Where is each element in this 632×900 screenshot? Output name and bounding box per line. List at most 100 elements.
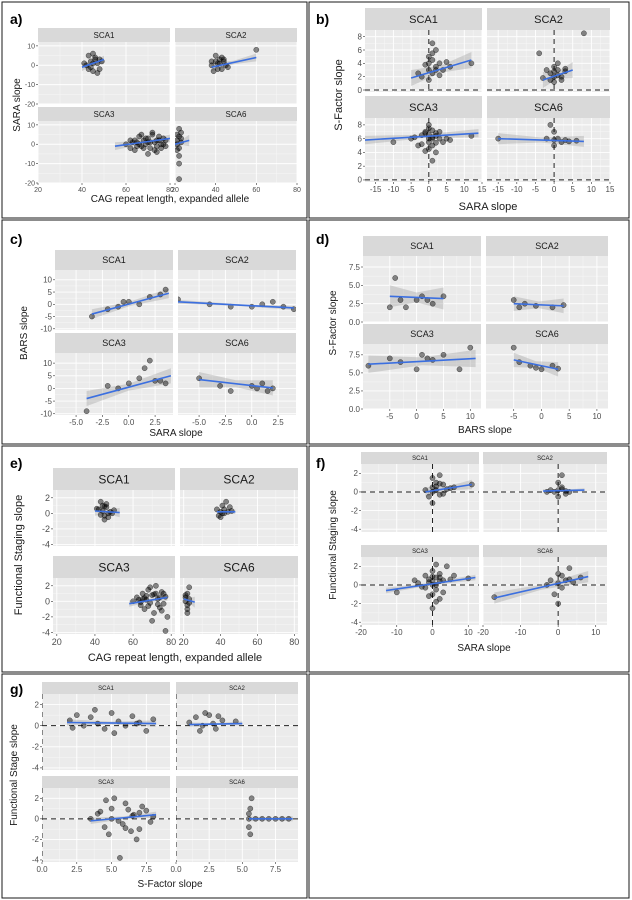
y-tick-label: -10 bbox=[25, 82, 35, 89]
y-tick-label: -2 bbox=[42, 524, 50, 534]
data-point bbox=[178, 135, 184, 142]
regression-line bbox=[211, 56, 257, 68]
x-tick-label: 0.0 bbox=[36, 865, 48, 874]
data-point bbox=[551, 68, 557, 75]
data-point bbox=[140, 145, 147, 151]
facet-sca1: SCA1 0.0 2.5 5.0 7.5 bbox=[349, 236, 481, 327]
data-point bbox=[555, 570, 562, 577]
x-tick-label: -5.0 bbox=[69, 418, 83, 427]
panel-plot-area bbox=[486, 344, 608, 409]
data-point bbox=[97, 808, 104, 815]
x-axis-title: SARA slope bbox=[149, 428, 203, 439]
data-point bbox=[117, 855, 123, 861]
data-point bbox=[210, 68, 217, 74]
data-point bbox=[468, 60, 475, 67]
regression-line bbox=[86, 375, 172, 400]
data-point bbox=[208, 58, 215, 65]
data-point bbox=[433, 47, 439, 53]
data-point bbox=[425, 146, 432, 152]
x-tick-label: 0.0 bbox=[170, 865, 182, 874]
y-tick-label: 0 bbox=[31, 63, 35, 70]
chart-a: a) SCA1 -20 -10 0 10 SCA2 SCA3 -20 -10 0 10 20 40 60 80… bbox=[10, 11, 301, 205]
data-point bbox=[440, 490, 447, 497]
data-point bbox=[456, 366, 463, 373]
y-tick-label: 0.0 bbox=[349, 405, 361, 414]
x-tick-label: 15 bbox=[478, 185, 487, 194]
data-point bbox=[111, 795, 118, 802]
x-tick-label: -5 bbox=[510, 412, 518, 421]
y-tick-label: -5 bbox=[45, 397, 53, 406]
data-point bbox=[426, 493, 432, 500]
x-tick-label: 0 bbox=[414, 412, 419, 421]
facet-sca6: SCA6 -15 -10 -5 0 5 10 15 bbox=[487, 96, 615, 194]
facet-strip bbox=[363, 324, 481, 344]
y-tick-label: -2 bbox=[351, 506, 359, 515]
facet-strip-label: SCA1 bbox=[98, 686, 114, 692]
figure-cell-g bbox=[1, 673, 308, 899]
data-point bbox=[248, 795, 255, 802]
data-point bbox=[197, 728, 203, 734]
x-tick-label: -20 bbox=[477, 628, 489, 637]
panel-label: d) bbox=[316, 231, 329, 247]
regression-line bbox=[81, 58, 105, 68]
data-point bbox=[259, 380, 266, 387]
x-tick-label: 0.0 bbox=[246, 418, 258, 427]
y-tick-label: 10 bbox=[43, 359, 52, 368]
x-tick-label: 0 bbox=[430, 628, 435, 637]
facet-sca6: SCA6 -5.0 -2.5 0.0 2.5 bbox=[178, 333, 296, 427]
x-tick-label: 40 bbox=[212, 187, 220, 194]
y-tick-label: -10 bbox=[40, 410, 52, 419]
data-point bbox=[436, 128, 443, 135]
facet-strip bbox=[53, 468, 175, 490]
facet-strip-label: SCA2 bbox=[225, 255, 249, 265]
data-point bbox=[217, 383, 223, 389]
data-point bbox=[101, 503, 108, 510]
x-tick-label: 5.0 bbox=[237, 865, 249, 874]
figure-cell-empty bbox=[308, 673, 630, 899]
data-point bbox=[433, 149, 439, 156]
regression-line bbox=[175, 139, 190, 146]
x-axis-title: S-Factor slope bbox=[137, 879, 202, 890]
x-tick-label: 60 bbox=[122, 187, 130, 194]
data-point bbox=[150, 716, 157, 723]
y-tick-label: 2 bbox=[358, 162, 363, 171]
data-point bbox=[415, 142, 422, 149]
y-tick-label: 5.0 bbox=[349, 369, 361, 378]
facet-strip-label: SCA3 bbox=[94, 110, 115, 119]
data-point bbox=[83, 408, 90, 415]
y-tick-label: 2 bbox=[354, 562, 359, 571]
x-tick-label: -10 bbox=[515, 628, 527, 637]
data-point bbox=[436, 574, 443, 581]
y-tick-label: -2 bbox=[32, 835, 40, 844]
facet-strip-label: SCA3 bbox=[412, 549, 428, 555]
data-point bbox=[136, 133, 143, 140]
data-point bbox=[120, 298, 127, 305]
panel-background bbox=[42, 694, 170, 770]
chart-e: e) SCA1 -4 -2 0 2 SCA2 SCA3 -4 -2 0 2 20 40 60 80 SCA6 20… bbox=[10, 455, 299, 664]
y-tick-label: 0 bbox=[31, 142, 35, 149]
facet-strip-label: SCA1 bbox=[409, 14, 438, 26]
facet-sca2: SCA2 bbox=[175, 28, 297, 104]
data-point bbox=[440, 139, 446, 145]
x-tick-label: 0 bbox=[556, 628, 561, 637]
facet-sca2: SCA2 bbox=[178, 250, 296, 330]
data-point bbox=[440, 589, 447, 596]
panel-plot-area bbox=[175, 121, 297, 183]
data-point bbox=[97, 512, 104, 518]
data-point bbox=[440, 293, 447, 300]
data-point bbox=[425, 122, 432, 128]
data-point bbox=[176, 176, 182, 182]
panel-plot-area bbox=[178, 353, 296, 415]
data-point bbox=[227, 388, 234, 394]
panel-background bbox=[483, 557, 607, 625]
regression-line bbox=[513, 359, 559, 371]
panel-plot-area bbox=[53, 490, 175, 546]
data-point bbox=[447, 137, 453, 143]
data-point bbox=[193, 714, 199, 721]
data-point bbox=[149, 129, 156, 136]
facet-sca2: SCA2 bbox=[486, 236, 608, 322]
x-axis-title: SARA slope bbox=[459, 201, 518, 213]
y-tick-label: 0.0 bbox=[349, 318, 361, 327]
